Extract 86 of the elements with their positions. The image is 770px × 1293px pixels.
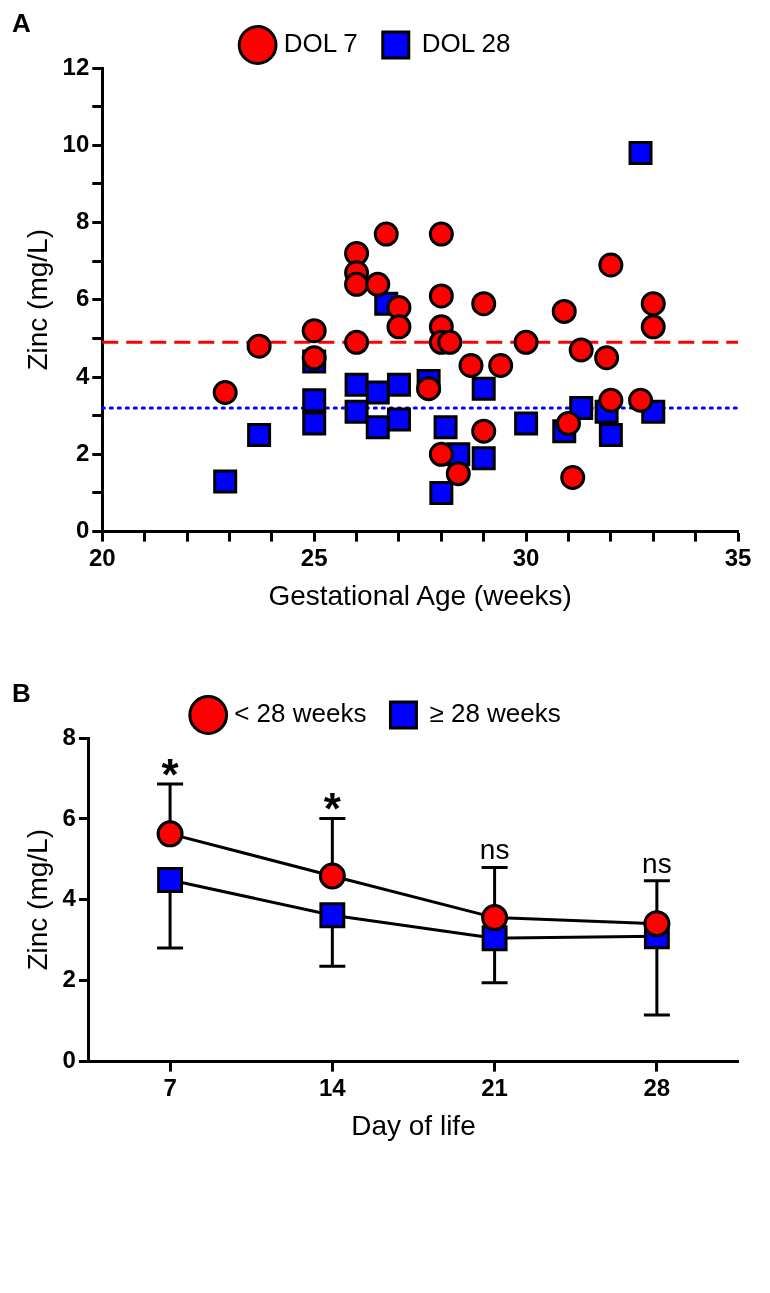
point bbox=[373, 221, 399, 247]
point bbox=[560, 465, 586, 491]
point bbox=[386, 407, 411, 432]
point bbox=[598, 252, 624, 278]
point bbox=[471, 446, 496, 471]
point bbox=[555, 410, 581, 436]
point bbox=[458, 352, 484, 378]
annotation: * bbox=[323, 784, 342, 834]
point bbox=[471, 376, 496, 401]
point bbox=[643, 910, 671, 938]
annotation: ns bbox=[479, 834, 510, 866]
point bbox=[471, 291, 497, 317]
point bbox=[598, 423, 623, 448]
x-axis-title: Day of life bbox=[351, 1109, 476, 1141]
point bbox=[640, 314, 666, 340]
point bbox=[247, 423, 272, 448]
x-tick-label: 30 bbox=[512, 543, 540, 571]
legend-label: ≥ 28 weeks bbox=[429, 698, 561, 729]
point bbox=[301, 318, 327, 344]
point bbox=[568, 337, 594, 363]
legend-label: < 28 weeks bbox=[234, 698, 367, 729]
point bbox=[429, 480, 454, 505]
x-tick-label: 20 bbox=[88, 543, 116, 571]
point bbox=[428, 441, 454, 467]
text: B bbox=[12, 678, 31, 709]
point bbox=[386, 314, 412, 340]
y-tick-label: 0 bbox=[62, 1046, 76, 1074]
point bbox=[514, 411, 539, 436]
x-tick-label: 28 bbox=[643, 1073, 671, 1101]
annotation: * bbox=[161, 750, 180, 800]
point bbox=[471, 418, 497, 444]
y-tick-label: 2 bbox=[75, 438, 90, 466]
point bbox=[594, 345, 620, 371]
point bbox=[640, 291, 666, 317]
y-tick-label: 0 bbox=[75, 516, 90, 544]
x-tick-label: 25 bbox=[300, 543, 328, 571]
x-tick-label: 21 bbox=[481, 1073, 508, 1101]
y-axis-title: Zinc (mg/L) bbox=[21, 829, 53, 971]
point bbox=[344, 329, 370, 355]
point bbox=[416, 376, 442, 402]
y-tick-label: 4 bbox=[62, 884, 77, 912]
point bbox=[319, 902, 346, 929]
point bbox=[445, 461, 471, 487]
point bbox=[318, 862, 346, 890]
point bbox=[437, 329, 463, 355]
point bbox=[551, 298, 577, 324]
point bbox=[157, 867, 184, 893]
point bbox=[628, 140, 653, 165]
y-tick-label: 6 bbox=[75, 284, 90, 312]
y-tick-label: 2 bbox=[62, 965, 76, 993]
point bbox=[213, 469, 238, 494]
point bbox=[628, 387, 654, 413]
point bbox=[246, 333, 272, 359]
legend-label: DOL 28 bbox=[421, 28, 511, 59]
y-tick-label: 12 bbox=[62, 52, 90, 80]
point bbox=[428, 283, 454, 309]
point bbox=[302, 388, 327, 413]
legend-label: DOL 7 bbox=[283, 28, 358, 59]
point bbox=[365, 415, 390, 440]
point bbox=[428, 221, 454, 247]
point bbox=[488, 352, 514, 378]
x-axis-title: Gestational Age (weeks) bbox=[268, 579, 572, 611]
point bbox=[365, 271, 391, 297]
point bbox=[433, 415, 458, 440]
point bbox=[344, 372, 369, 397]
point bbox=[386, 372, 411, 397]
point bbox=[365, 380, 390, 405]
y-tick-label: 10 bbox=[62, 129, 90, 157]
point bbox=[156, 820, 184, 848]
point bbox=[344, 271, 370, 297]
point bbox=[598, 387, 624, 413]
y-tick-label: 6 bbox=[62, 803, 76, 831]
point bbox=[344, 399, 369, 424]
point bbox=[302, 411, 327, 436]
y-tick-label: 8 bbox=[62, 722, 76, 750]
x-tick-label: 14 bbox=[318, 1073, 347, 1101]
point bbox=[212, 380, 238, 406]
y-tick-label: 8 bbox=[75, 207, 90, 235]
y-axis-title: Zinc (mg/L) bbox=[21, 229, 53, 371]
x-tick-label: 35 bbox=[724, 543, 752, 571]
point bbox=[513, 329, 539, 355]
point bbox=[481, 904, 509, 932]
annotation: ns bbox=[642, 847, 672, 879]
y-tick-label: 4 bbox=[75, 361, 90, 389]
text: A bbox=[12, 8, 31, 39]
x-tick-label: 7 bbox=[163, 1073, 177, 1101]
